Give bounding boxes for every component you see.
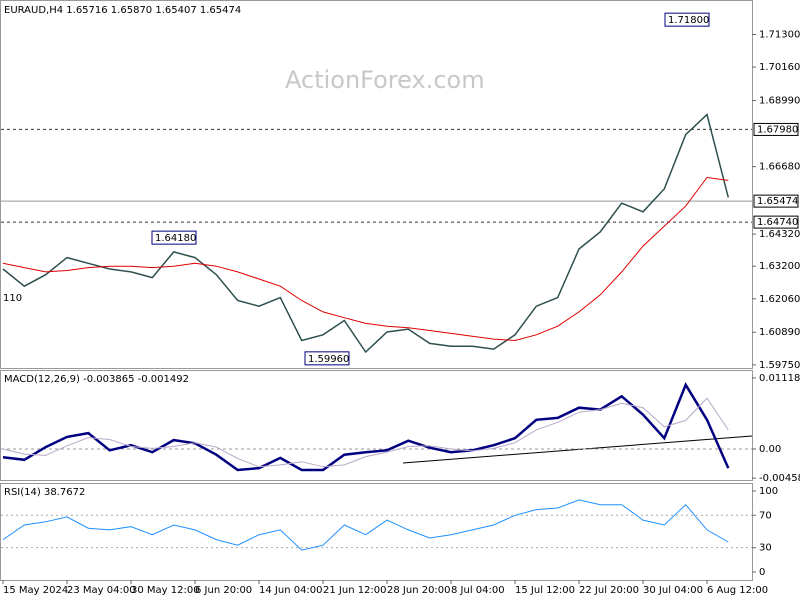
level-label: 1.67980 bbox=[757, 124, 798, 135]
rsi-panel bbox=[0, 483, 753, 581]
y-tick-label: 1.62060 bbox=[759, 294, 800, 305]
x-tick-label: 28 Jun 20:00 bbox=[387, 585, 451, 596]
annotation-box bbox=[664, 12, 710, 27]
edge-label: 110 bbox=[3, 293, 22, 304]
y-tick-label: 100 bbox=[759, 486, 778, 497]
annotation-box bbox=[151, 230, 197, 245]
level-label: 1.65474 bbox=[757, 196, 798, 207]
level-box bbox=[753, 122, 799, 136]
y-tick-label: 70 bbox=[759, 510, 772, 521]
price-panel bbox=[0, 0, 753, 369]
y-tick-label: 1.68990 bbox=[759, 96, 800, 107]
y-tick-label: 1.64320 bbox=[759, 229, 800, 240]
macd-panel bbox=[0, 370, 753, 481]
series-line bbox=[2, 176, 729, 342]
x-tick-label: 15 May 2024 bbox=[3, 585, 68, 596]
y-tick-label: 0.00 bbox=[759, 444, 781, 455]
series-line bbox=[2, 499, 729, 551]
y-tick-label: 0.011182 bbox=[759, 373, 800, 384]
x-tick-label: 6 Aug 12:00 bbox=[707, 585, 768, 596]
x-tick-label: 15 Jul 12:00 bbox=[515, 585, 575, 596]
annotation-label: 1.64180 bbox=[155, 233, 196, 244]
y-tick-label: -0.004582 bbox=[759, 473, 800, 484]
annotation-label: 1.59960 bbox=[308, 354, 349, 365]
price-title: EURAUD,H4 1.65716 1.65870 1.65407 1.6547… bbox=[4, 5, 241, 16]
series-line bbox=[2, 113, 730, 354]
annotation-box bbox=[304, 351, 350, 366]
level-label: 1.64740 bbox=[757, 217, 798, 228]
watermark: ActionForex.com bbox=[285, 66, 485, 94]
x-tick-label: 14 Jun 04:00 bbox=[259, 585, 323, 596]
level-box bbox=[753, 194, 799, 208]
y-tick-label: 1.63200 bbox=[759, 261, 800, 272]
level-box bbox=[753, 215, 799, 229]
rsi-title: RSI(14) 38.7672 bbox=[4, 487, 85, 498]
y-tick-label: 1.59750 bbox=[759, 360, 800, 371]
x-tick-label: 23 May 04:00 bbox=[67, 585, 136, 596]
series-line bbox=[2, 382, 730, 472]
y-tick-label: 1.70160 bbox=[759, 62, 800, 73]
x-tick-label: 30 May 12:00 bbox=[131, 585, 200, 596]
series-line bbox=[2, 397, 729, 468]
x-tick-label: 30 Jul 04:00 bbox=[643, 585, 703, 596]
x-tick-label: 8 Jul 04:00 bbox=[451, 585, 505, 596]
x-tick-label: 21 Jun 12:00 bbox=[323, 585, 387, 596]
y-tick-label: 30 bbox=[759, 543, 772, 554]
annotation-label: 1.71800 bbox=[668, 15, 709, 26]
y-tick-label: 1.60890 bbox=[759, 327, 800, 338]
macd-title: MACD(12,26,9) -0.003865 -0.001492 bbox=[4, 374, 189, 385]
y-tick-label: 1.71300 bbox=[759, 29, 800, 40]
x-tick-label: 22 Jul 20:00 bbox=[579, 585, 639, 596]
x-tick-label: 6 Jun 20:00 bbox=[195, 585, 252, 596]
y-tick-label: 1.66680 bbox=[759, 162, 800, 173]
y-tick-label: 0 bbox=[759, 567, 765, 578]
